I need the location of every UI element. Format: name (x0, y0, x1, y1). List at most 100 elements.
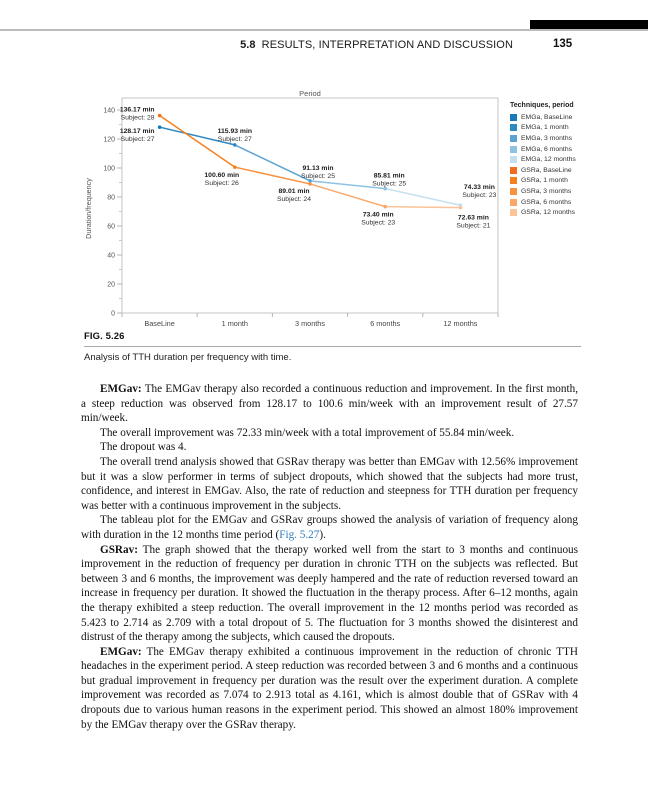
tth-line-chart: Period Duration/frequency 0 20 40 60 80 100 120 1… (84, 89, 499, 328)
point-value-label: 85.81 min (374, 173, 405, 180)
point-subject-label: Subject: 27 (218, 136, 252, 143)
legend-label: GSRa, 1 month (521, 177, 568, 185)
legend-label: EMGa, 12 months (521, 156, 576, 164)
legend-item: GSRa, 12 months (510, 207, 584, 218)
paragraph-text: The EMGav therapy also recorded a contin… (81, 383, 578, 425)
data-point-EMGa (308, 179, 312, 183)
section-heading: 5.8 RESULTS, INTERPRETATION AND DISCUSSIO… (240, 39, 513, 51)
y-tick-label: 80 (107, 195, 115, 202)
legend-label: EMGa, 6 months (521, 145, 572, 153)
figure-5-26: Period Duration/frequency 0 20 40 60 80 100 120 1… (84, 88, 584, 331)
legend-label: EMGa, 3 months (521, 134, 572, 142)
data-point-EMGa (458, 203, 463, 208)
x-tick-label: 12 months (443, 319, 477, 328)
point-value-label: 115.93 min (218, 128, 252, 135)
legend-title: Techniques, period (510, 102, 574, 109)
paragraph-text: ). (319, 528, 326, 541)
point-subject-label: Subject: 28 (121, 115, 155, 122)
legend-label: EMGa, BaseLine (521, 113, 573, 121)
section-title: RESULTS, INTERPRETATION AND DISCUSSION (261, 39, 513, 51)
body-paragraph: The tableau plot for the EMGav and GSRav… (81, 513, 578, 542)
y-tick-label: 60 (107, 224, 115, 231)
paragraph-lead: EMGav: (100, 645, 142, 658)
paragraph-text: The overall improvement was 72.33 min/we… (100, 426, 515, 439)
series-segment-EMGa (158, 126, 236, 146)
figure-label: FIG. 5.26 (84, 331, 125, 342)
legend-item: EMGa, 1 month (510, 123, 584, 134)
point-subject-label: Subject: 27 (121, 136, 155, 143)
point-subject-label: Subject: 26 (205, 180, 239, 187)
x-tick-label: 3 months (295, 319, 325, 328)
legend-swatch-icon (510, 166, 517, 174)
data-point-EMGa (383, 186, 388, 191)
point-value-label: 100.60 min (204, 172, 239, 179)
point-value-label: 128.17 min (120, 128, 155, 135)
series-segment-EMGa (309, 180, 386, 190)
chart-legend: Techniques, period EMGa, BaseLine EMGa, 1… (510, 102, 584, 218)
figure-caption: Analysis of TTH duration per frequency w… (84, 352, 292, 363)
legend-swatch-icon (510, 156, 517, 164)
page-header-rule (0, 29, 648, 31)
body-paragraph: The dropout was 4. (81, 440, 578, 455)
data-point-GSRa (383, 204, 388, 209)
legend-item: EMGa, 12 months (510, 154, 584, 165)
point-subject-label: Subject: 25 (301, 173, 335, 180)
legend-swatch-icon (510, 145, 517, 153)
paragraph-text: The overall trend analysis showed that G… (81, 455, 578, 512)
legend-item: GSRa, BaseLine (510, 165, 584, 176)
paragraph-lead: EMGav: (100, 383, 142, 395)
data-point-GSRa (233, 165, 237, 169)
y-axis-label: Duration/frequency (84, 178, 93, 239)
series-segment-GSRa (234, 166, 311, 185)
paragraph-lead: GSRav: (100, 543, 138, 556)
section-number: 5.8 (240, 39, 256, 51)
legend-label: GSRa, 12 months (521, 209, 576, 217)
body-text: EMGav: The EMGav therapy also recorded a… (81, 382, 578, 732)
y-tick-label: 140 (103, 108, 115, 115)
y-tick-label: 0 (111, 311, 115, 318)
legend-item: EMGa, BaseLine (510, 112, 584, 123)
figure-link[interactable]: Fig. 5.27 (279, 528, 320, 541)
body-paragraph: GSRav: The graph showed that the therapy… (81, 543, 578, 645)
x-tick-label: BaseLine (144, 319, 174, 328)
data-point-GSRa (308, 182, 312, 186)
legend-label: GSRa, 6 months (521, 198, 572, 206)
body-paragraph: The overall trend analysis showed that G… (81, 455, 578, 513)
legend-swatch-icon (510, 187, 517, 195)
point-value-label: 74.33 min (464, 184, 495, 191)
legend-swatch-icon (510, 177, 517, 185)
data-point-GSRa (157, 113, 162, 118)
series-segment-EMGa (234, 144, 311, 182)
page-header-tab (530, 20, 648, 29)
point-value-label: 136.17 min (120, 107, 155, 114)
paragraph-text: The EMGav therapy exhibited a continuous… (81, 645, 578, 731)
y-tick-label: 120 (103, 137, 115, 144)
body-paragraph: The overall improvement was 72.33 min/we… (81, 426, 578, 441)
chart-title: Period (299, 89, 321, 98)
caption-rule (84, 346, 581, 347)
x-tick-label: 1 month (222, 319, 248, 328)
data-point-GSRa (458, 205, 463, 210)
series-segment-EMGa (384, 187, 462, 206)
data-point-EMGa (233, 143, 237, 147)
paragraph-text: The graph showed that the therapy worked… (81, 543, 578, 644)
legend-item: GSRa, 1 month (510, 176, 584, 187)
data-point-EMGa (157, 125, 162, 129)
legend-entries: EMGa, BaseLine EMGa, 1 month EMGa, 3 month… (510, 112, 584, 218)
series-segment-GSRa (384, 205, 462, 209)
legend-swatch-icon (510, 209, 517, 217)
point-subject-label: Subject: 21 (456, 223, 490, 230)
legend-swatch-icon (510, 134, 517, 142)
series-segment-GSRa (309, 183, 386, 208)
point-value-label: 91.13 min (303, 165, 334, 172)
legend-label: EMGa, 1 month (521, 124, 569, 132)
legend-swatch-icon (510, 124, 517, 132)
series-segment-GSRa (158, 114, 236, 168)
point-subject-label: Subject: 23 (361, 220, 395, 227)
legend-swatch-icon (510, 198, 517, 206)
point-value-label: 89.01 min (279, 188, 310, 195)
legend-label: GSRa, 3 months (521, 187, 572, 195)
paragraph-text: The dropout was 4. (100, 441, 187, 454)
legend-swatch-icon (510, 113, 517, 121)
